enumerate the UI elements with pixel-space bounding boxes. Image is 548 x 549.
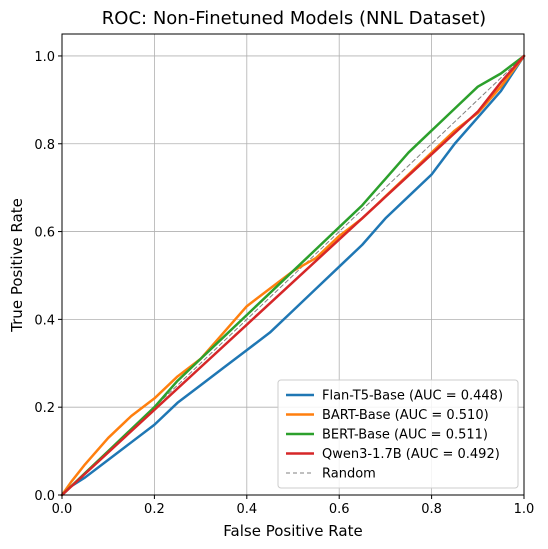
legend: Flan-T5-Base (AUC = 0.448) BART-Base (AUC… [277, 379, 519, 489]
legend-label: Random [322, 467, 376, 482]
plot-frame [61, 33, 525, 496]
chart-title: ROC: Non-Finetuned Models (NNL Dataset) [102, 8, 486, 29]
grid [61, 34, 525, 496]
x-tick-label: 0.0 [52, 502, 73, 517]
series-line-bart-base [60, 54, 526, 497]
x-tick-label: 0.2 [144, 502, 165, 517]
y-tick-label: 0.2 [34, 401, 55, 416]
ticks: 0.0 0.2 0.4 0.6 0.8 1.0 0.0 0.2 0.4 0.6 0.8 1.0 [34, 50, 534, 517]
series-line-qwen3-1-7b [60, 54, 526, 497]
x-tick-label: 1.0 [514, 502, 535, 517]
legend-label: BERT-Base (AUC = 0.511) [322, 428, 488, 443]
y-tick-label: 0.8 [34, 138, 55, 153]
legend-label: BART-Base (AUC = 0.510) [322, 408, 489, 423]
x-tick-label: 0.4 [236, 502, 257, 517]
y-axis-label: True Positive Rate [8, 198, 26, 333]
legend-label: Qwen3-1.7B (AUC = 0.492) [322, 447, 500, 462]
y-tick-label: 1.0 [34, 50, 55, 65]
legend-box [277, 379, 519, 489]
y-tick-label: 0.6 [34, 226, 55, 241]
y-tick-label: 0.4 [34, 313, 55, 328]
legend-label: Flan-T5-Base (AUC = 0.448) [322, 389, 503, 404]
x-axis-label: False Positive Rate [223, 522, 362, 540]
x-tick-label: 0.8 [421, 502, 442, 517]
series-line-flan-t5-base [60, 54, 526, 497]
series-layer [60, 54, 526, 497]
x-tick-label: 0.6 [329, 502, 350, 517]
y-tick-label: 0.0 [34, 489, 55, 504]
